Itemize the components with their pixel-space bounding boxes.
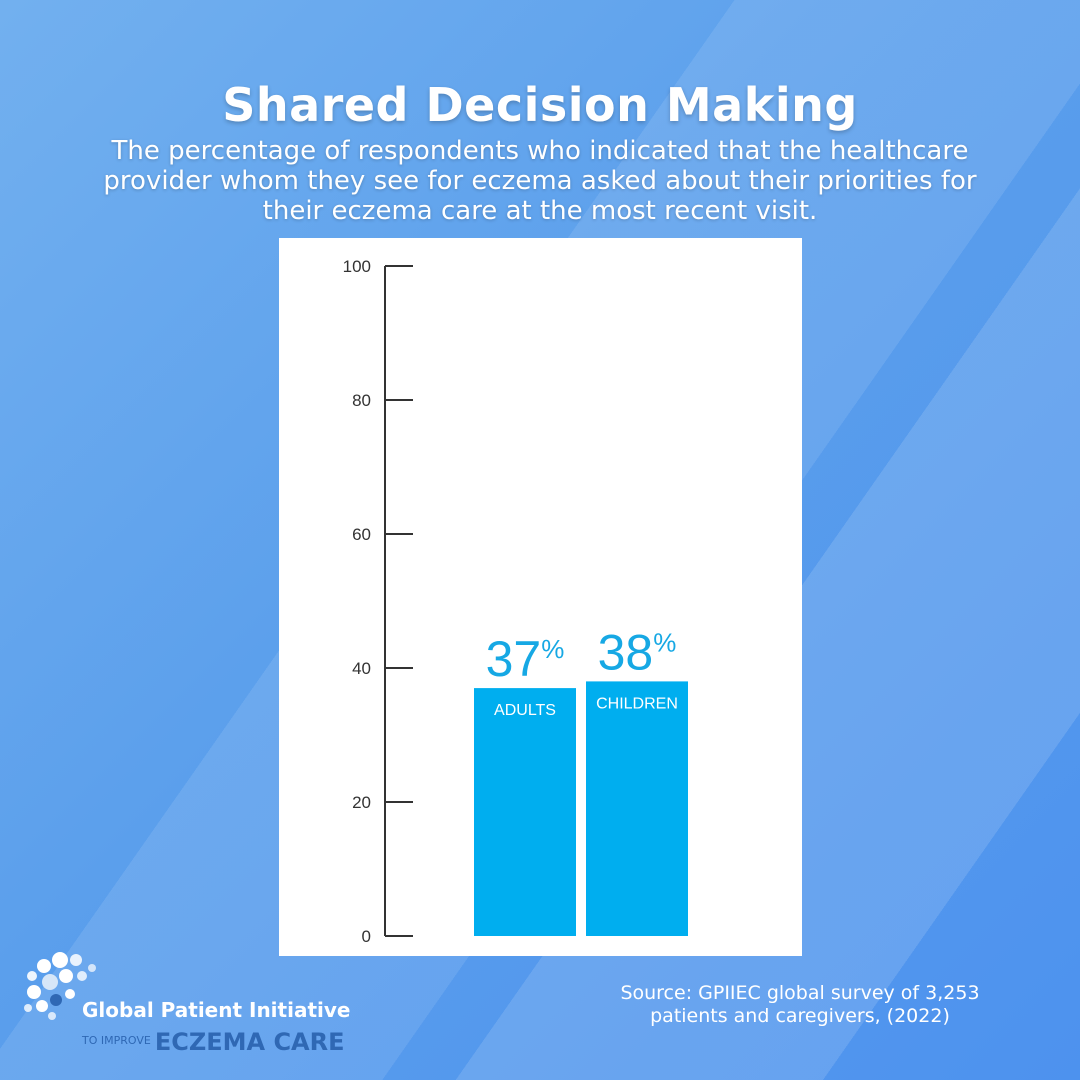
value-label: 37% <box>486 631 565 687</box>
y-tick-label: 100 <box>343 257 371 276</box>
y-tick-label: 0 <box>362 927 371 946</box>
value-label: 38% <box>598 624 677 680</box>
logo-org-name: Global Patient Initiative <box>82 998 351 1022</box>
y-tick-label: 20 <box>352 793 371 812</box>
globe-dots-icon <box>24 952 96 1020</box>
logo-tagline-main: ECZEMA CARE <box>154 1028 345 1056</box>
logo-tagline: TO IMPROVE ECZEMA CARE <box>82 1028 345 1056</box>
page-title: Shared Decision Making <box>222 78 858 132</box>
organization-logo: Global Patient Initiative TO IMPROVE ECZE… <box>22 946 422 1066</box>
y-tick-label: 80 <box>352 391 371 410</box>
source-note: Source: GPIIEC global survey of 3,253 pa… <box>620 982 980 1027</box>
bar-chart: 0 20 40 60 80 100 ADULTS 37% CHILDREN 38% <box>343 257 688 946</box>
category-label: CHILDREN <box>596 695 678 712</box>
y-tick-label: 60 <box>352 525 371 544</box>
bar-adults <box>474 688 576 936</box>
y-tick-label: 40 <box>352 659 371 678</box>
logo-tagline-prefix: TO IMPROVE <box>82 1034 151 1047</box>
page-subtitle: The percentage of respondents who indica… <box>103 136 977 226</box>
chart-panel: 0 20 40 60 80 100 ADULTS 37% CHILDREN 38% <box>279 238 802 956</box>
category-label: ADULTS <box>494 702 556 719</box>
bar-children <box>586 681 688 936</box>
